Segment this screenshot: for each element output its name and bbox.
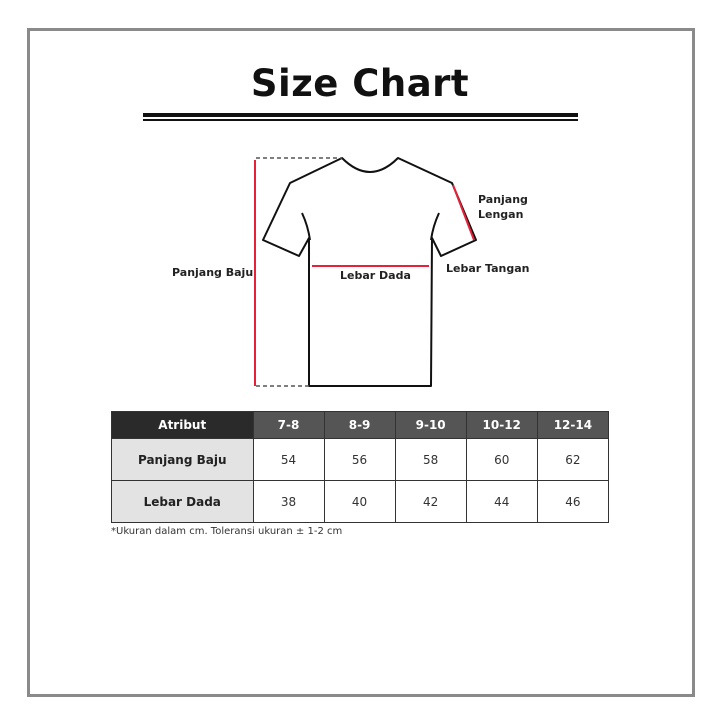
table-row: Panjang Baju 54 56 58 60 62 — [111, 438, 610, 481]
row-label: Panjang Baju — [111, 438, 254, 481]
page-title: Size Chart — [250, 62, 470, 105]
table-cell: 62 — [536, 438, 610, 481]
header-cell: 9-10 — [394, 411, 467, 439]
table-cell: 44 — [465, 480, 538, 523]
table-cell: 58 — [394, 438, 467, 481]
label-panjang-lengan-1: Panjang — [478, 193, 528, 206]
table-cell: 56 — [323, 438, 396, 481]
size-table: Atribut 7-8 8-9 9-10 10-12 12-14 Panjang… — [111, 411, 610, 523]
table-cell: 46 — [536, 480, 610, 523]
header-cell: 12-14 — [536, 411, 610, 439]
table-cell: 42 — [394, 480, 467, 523]
table-header-row: Atribut 7-8 8-9 9-10 10-12 12-14 — [111, 411, 610, 439]
title-divider-thin — [143, 119, 578, 121]
header-cell: 8-9 — [323, 411, 396, 439]
table-cell: 54 — [252, 438, 325, 481]
table-row: Lebar Dada 38 40 42 44 46 — [111, 480, 610, 523]
header-cell: 10-12 — [465, 411, 538, 439]
size-note: *Ukuran dalam cm. Toleransi ukuran ± 1-2… — [111, 526, 343, 537]
title-divider-thick — [143, 113, 578, 117]
sleeve-measure-line — [452, 184, 475, 241]
left-armpit — [301, 212, 311, 241]
table-cell: 38 — [252, 480, 325, 523]
label-lebar-dada: Lebar Dada — [340, 269, 411, 282]
label-lebar-tangan: Lebar Tangan — [446, 262, 530, 275]
outer-frame — [27, 28, 695, 697]
table-cell: 60 — [465, 438, 538, 481]
tshirt-outline — [262, 157, 477, 387]
table-cell: 40 — [323, 480, 396, 523]
right-armpit — [430, 212, 440, 241]
label-panjang-lengan-2: Lengan — [478, 208, 524, 221]
header-cell: 7-8 — [252, 411, 325, 439]
label-panjang-baju: Panjang Baju — [172, 266, 254, 279]
header-cell: Atribut — [111, 411, 254, 439]
row-label: Lebar Dada — [111, 480, 254, 523]
